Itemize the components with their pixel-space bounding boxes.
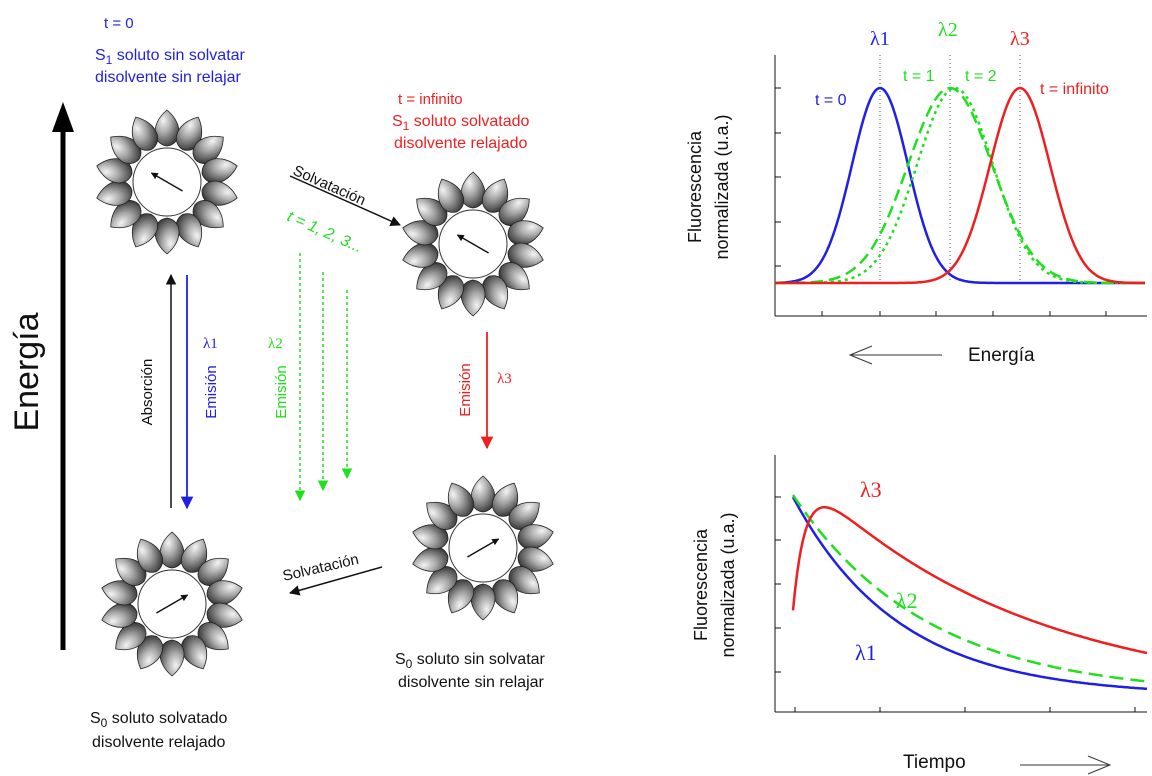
- solvent-molecule-lobe: [136, 538, 164, 573]
- spectrum-ylabel-line1: Fluorescencia: [685, 130, 705, 243]
- s1-initial-line1: S1 soluto sin solvatar: [95, 47, 246, 67]
- spectrum-ylabel-line2: normalizada (u.a.): [712, 114, 732, 259]
- decay-label-lambda3: λ3: [860, 477, 882, 502]
- s1-relaxed-line1: S1 soluto solvatado: [392, 113, 530, 133]
- solvent-molecule-lobe: [460, 279, 486, 317]
- spectrum-chart: Fluorescencia normalizada (u.a.) Energía…: [685, 19, 1147, 366]
- absorption-label: Absorción: [139, 359, 156, 426]
- spectrum-curve-label-t2: t = 2: [965, 68, 997, 85]
- solvation-bottom-arrow-line: [288, 566, 383, 596]
- energy-axis: Energía: [8, 102, 74, 650]
- absorption-emission-pair: Absorción Emisión λ1: [139, 273, 220, 510]
- energy-arrow-head: [52, 102, 74, 132]
- spectrum-x-arrow-icon: [848, 345, 942, 365]
- dipole-arrow: [456, 234, 489, 254]
- decay-xlabel: Tiempo: [903, 752, 966, 773]
- solvation-top-label: Solvatación: [290, 162, 368, 209]
- state-s1-relaxed-label: t = infinito S1 soluto solvatado disolve…: [392, 91, 530, 152]
- state-s1-initial-label: t = 0 S1 soluto sin solvatar disolvente …: [95, 15, 246, 86]
- decay-curves: [791, 494, 1148, 691]
- decay-curve-lambda3: [791, 506, 1148, 655]
- solvated-molecule-s0-relaxed: [101, 531, 243, 677]
- spectrum-curve-t0: [775, 86, 1145, 285]
- dipole-arrow: [150, 172, 183, 192]
- state-s0-relaxed-label: S0 soluto solvatado disolvente relajado: [90, 710, 228, 751]
- solvent-molecule-lobe: [159, 531, 185, 569]
- solvation-arrow-top: Solvatación t = 1, 2, 3...: [284, 162, 401, 256]
- spectrum-curve-label-t0: t = 0: [815, 92, 847, 109]
- decay-label-lambda1: λ1: [855, 640, 877, 665]
- emission-lambda3-group: Emisión λ3: [457, 332, 512, 450]
- solvent-molecule-lobe: [131, 116, 159, 151]
- solvent-molecule-lobe: [154, 217, 180, 255]
- spectrum-curve-label-tinf: t = infinito: [1040, 81, 1109, 98]
- spectrum-curve-t2: [775, 86, 1145, 285]
- dipole-arrow: [156, 594, 189, 614]
- decay-curve-lambda2: [791, 494, 1148, 683]
- spectrum-peak-lambda3: λ3: [1010, 28, 1030, 50]
- solvation-times-label: t = 1, 2, 3...: [284, 208, 364, 256]
- decay-ticks: [775, 496, 1136, 712]
- spectrum-curves: [775, 86, 1145, 285]
- s0-relaxed-line2: disolvente relajado: [92, 734, 226, 751]
- decay-curve-lambda1: [791, 496, 1148, 691]
- energy-axis-label: Energía: [8, 312, 46, 431]
- solvation-bottom-label: Solvatación: [281, 551, 360, 585]
- solvent-molecule-lobe: [460, 171, 486, 209]
- decay-label-lambda2: λ2: [896, 588, 918, 613]
- solvation-top-arrow-line: [289, 175, 401, 226]
- emission-lambda2-label: Emisión: [273, 365, 290, 418]
- spectrum-curve-label-t1: t = 1: [903, 68, 935, 85]
- lambda3-tag: λ3: [497, 371, 512, 387]
- solvent-molecule-lobe: [470, 475, 496, 513]
- time-label-t0: t = 0: [104, 15, 134, 32]
- dipole-arrow: [467, 538, 500, 558]
- solvent-molecule-lobe: [159, 639, 185, 677]
- decay-chart: Fluorescencia normalizada (u.a.) Tiempo …: [691, 455, 1148, 775]
- solvated-molecule-s0-unrelaxed: [412, 475, 554, 621]
- s1-relaxed-line2: disolvente relajado: [394, 135, 528, 152]
- decay-ylabel-line2: normalizada (u.a.): [718, 512, 738, 657]
- s0-unrelaxed-line2: disolvente sin relajar: [398, 674, 545, 691]
- solvent-molecule-lobe: [154, 109, 180, 147]
- emission-lambda3-label: Emisión: [457, 363, 474, 416]
- spectrum-peak-lambda1: λ1: [870, 28, 890, 50]
- solvent-molecule-lobe: [447, 482, 475, 517]
- s0-relaxed-line1: S0 soluto solvatado: [90, 710, 228, 730]
- spectrum-curve-t1: [775, 86, 1145, 285]
- spectrum-peak-lambda2: λ2: [938, 19, 958, 41]
- solvent-molecule-lobe: [437, 178, 465, 213]
- spectrum-curve-tinf: [775, 86, 1145, 285]
- decay-x-arrow-icon: [1020, 755, 1112, 775]
- emission-lambda1-label: Emisión: [203, 365, 220, 418]
- solvated-molecule-s1-initial: [96, 109, 238, 255]
- s1-initial-line2: disolvente sin relajar: [95, 69, 242, 86]
- solvent-molecule-lobe: [470, 583, 496, 621]
- s0-unrelaxed-line1: S0 soluto sin solvatar: [395, 651, 546, 671]
- spectrum-xlabel: Energía: [968, 345, 1035, 366]
- spectrum-ticks: [775, 87, 1107, 316]
- lambda2-tag: λ2: [268, 336, 283, 352]
- solvated-molecule-s1-relaxed: [402, 171, 544, 317]
- emission-lambda2-group: Emisión λ2: [268, 253, 353, 502]
- decay-ylabel-line1: Fluorescencia: [691, 528, 711, 641]
- solvation-arrow-bottom: Solvatación: [281, 551, 383, 596]
- state-s0-unrelaxed-label: S0 soluto sin solvatar disolvente sin re…: [395, 651, 546, 691]
- time-label-tinf: t = infinito: [398, 91, 463, 108]
- lambda1-tag: λ1: [203, 336, 218, 352]
